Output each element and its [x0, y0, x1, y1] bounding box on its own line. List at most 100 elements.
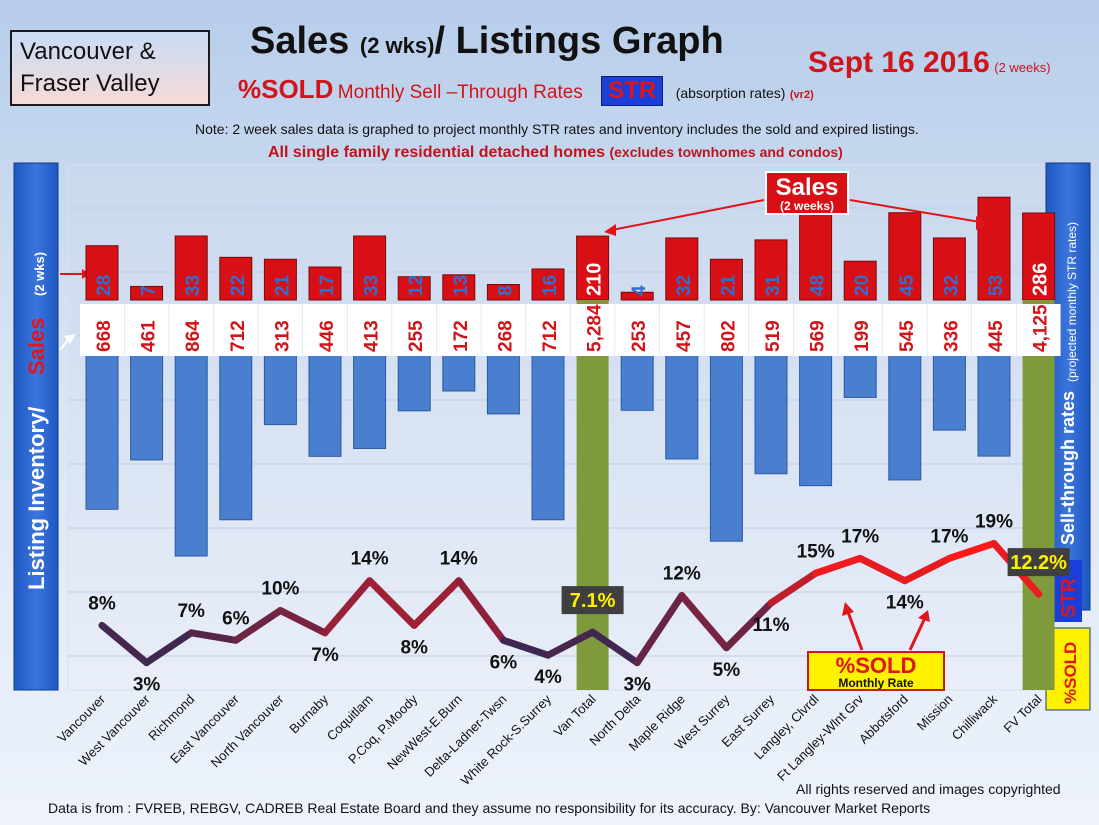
inventory-value-label: 313	[272, 320, 293, 352]
inventory-label-box	[526, 304, 570, 356]
sales-value-label: 20	[852, 275, 873, 296]
inventory-value-label: 4,125	[1031, 304, 1052, 352]
sales-callout-label: Sales	[776, 174, 839, 201]
sales-value-label: 210	[584, 263, 606, 296]
left-label-paren: (2 wks)	[32, 252, 47, 296]
sales-bar	[308, 266, 342, 301]
inventory-label-box	[972, 304, 1016, 356]
pct-sold-arrowhead-right	[918, 610, 930, 622]
str-line-segment	[901, 554, 953, 585]
inventory-pointer-head	[64, 334, 76, 344]
str-value-label: 7%	[311, 645, 339, 666]
sales-value-label: 7	[139, 285, 160, 296]
inventory-label-box	[80, 304, 124, 356]
str-value-label: 8%	[88, 593, 116, 614]
inventory-label-box	[303, 304, 347, 356]
left-side-band	[13, 162, 59, 691]
x-tick-label: NewWest-E.Burn	[384, 692, 465, 773]
str-value-label: 5%	[713, 660, 741, 681]
pct-sold-arrow-right	[908, 619, 926, 651]
str-line-segment	[232, 607, 284, 644]
inventory-label-box	[749, 304, 793, 356]
sales-value-label: 28	[94, 275, 115, 296]
date-line: Sept 16 2016 (2 weeks)	[808, 46, 1051, 80]
str-value-label: 14%	[351, 549, 389, 570]
str-value-label: 12%	[663, 564, 701, 585]
inventory-value-label: 545	[897, 320, 918, 352]
pct-sold-callout-label: %SOLD	[836, 653, 917, 678]
inventory-label-box	[392, 304, 437, 356]
sales-value-label: 21	[272, 274, 293, 296]
str-value-label: 15%	[797, 541, 835, 562]
sales-value-label: 53	[986, 275, 1007, 296]
inventory-label-box	[882, 304, 927, 356]
inventory-label-box	[124, 304, 169, 356]
str-value-label: 14%	[440, 549, 478, 570]
sales-bar	[1022, 212, 1056, 301]
inventory-value-label: 457	[674, 320, 695, 352]
inventory-bar	[353, 349, 387, 449]
sales-bar	[977, 196, 1011, 301]
left-label-sales: Sales	[24, 318, 49, 376]
sales-bar	[486, 283, 520, 301]
chart-title: Sales (2 wks)/ Listings Graph	[250, 20, 724, 63]
sales-bar	[799, 206, 833, 301]
inventory-value-label: 445	[986, 320, 1007, 352]
region-label-box: Vancouver & Fraser Valley	[10, 30, 210, 106]
str-line-segment	[321, 577, 374, 637]
region-line-1: Vancouver &	[20, 38, 156, 65]
sales-value-label: 32	[674, 275, 695, 296]
str-value-label: 17%	[841, 526, 879, 547]
inventory-label-box	[615, 304, 660, 356]
sales-value-label: 13	[451, 275, 472, 296]
inventory-label-box	[704, 304, 749, 356]
x-tick-label: Delta-Ladner-Twsn	[421, 692, 509, 780]
sales-callout-arrow-right	[849, 199, 981, 223]
inventory-value-label: 864	[183, 320, 204, 352]
str-line-segment	[856, 554, 909, 585]
str-line-segment	[945, 539, 998, 562]
sales-bar	[442, 274, 476, 301]
bar-layer: 2866874613386422712213131744633413122551…	[80, 196, 1061, 690]
title-rest: / Listings Graph	[434, 20, 724, 62]
inventory-value-label: 519	[763, 320, 784, 352]
inventory-value-label: 255	[406, 320, 427, 352]
report-date-note: (2 weeks)	[994, 60, 1051, 75]
x-tick-label: Mission	[914, 692, 956, 734]
source-text: Data is from : FVREB, REBGV, CADREB Real…	[48, 800, 931, 816]
inventory-bar	[754, 349, 788, 475]
str-total-value-label: 12.2%	[1010, 552, 1067, 574]
sales-bar	[888, 212, 922, 301]
sales-bar	[932, 237, 966, 301]
x-tick-label: Chilliwack	[949, 691, 1001, 743]
version-tag: (vr2)	[789, 89, 814, 101]
inventory-value-label: 253	[629, 320, 650, 352]
inventory-value-label: 172	[451, 320, 472, 352]
str-value-label: 19%	[975, 511, 1013, 532]
str-value-label: 7%	[177, 601, 205, 622]
right-label-paren: (projected monthly STR rates)	[1065, 222, 1079, 382]
sales-value-label: 21	[718, 274, 739, 296]
inventory-value-label: 569	[808, 320, 829, 352]
sales-callout-arrow-left	[611, 199, 765, 231]
inventory-bar	[932, 349, 966, 431]
str-line-segment	[410, 577, 463, 629]
sales-value-label: 12	[406, 275, 427, 296]
sales-value-label: 17	[317, 275, 338, 296]
str-line-segment	[722, 599, 775, 652]
inventory-bar	[219, 349, 253, 521]
inventory-label-box	[927, 304, 972, 356]
inventory-label-box	[793, 304, 838, 356]
str-total-label-box	[1007, 548, 1070, 577]
str-line-segment	[633, 592, 686, 667]
sales-bar	[754, 239, 788, 301]
str-value-label: 3%	[623, 675, 651, 696]
sales-callout-sub: (2 weeks)	[780, 199, 834, 213]
str-line-segment	[499, 636, 552, 659]
inventory-bar	[977, 349, 1011, 457]
left-label-inventory: Listing Inventory/	[24, 407, 49, 590]
subtitle-text: Monthly Sell –Through Rates	[337, 82, 583, 103]
right-label-pct: %SOLD	[1061, 642, 1080, 704]
